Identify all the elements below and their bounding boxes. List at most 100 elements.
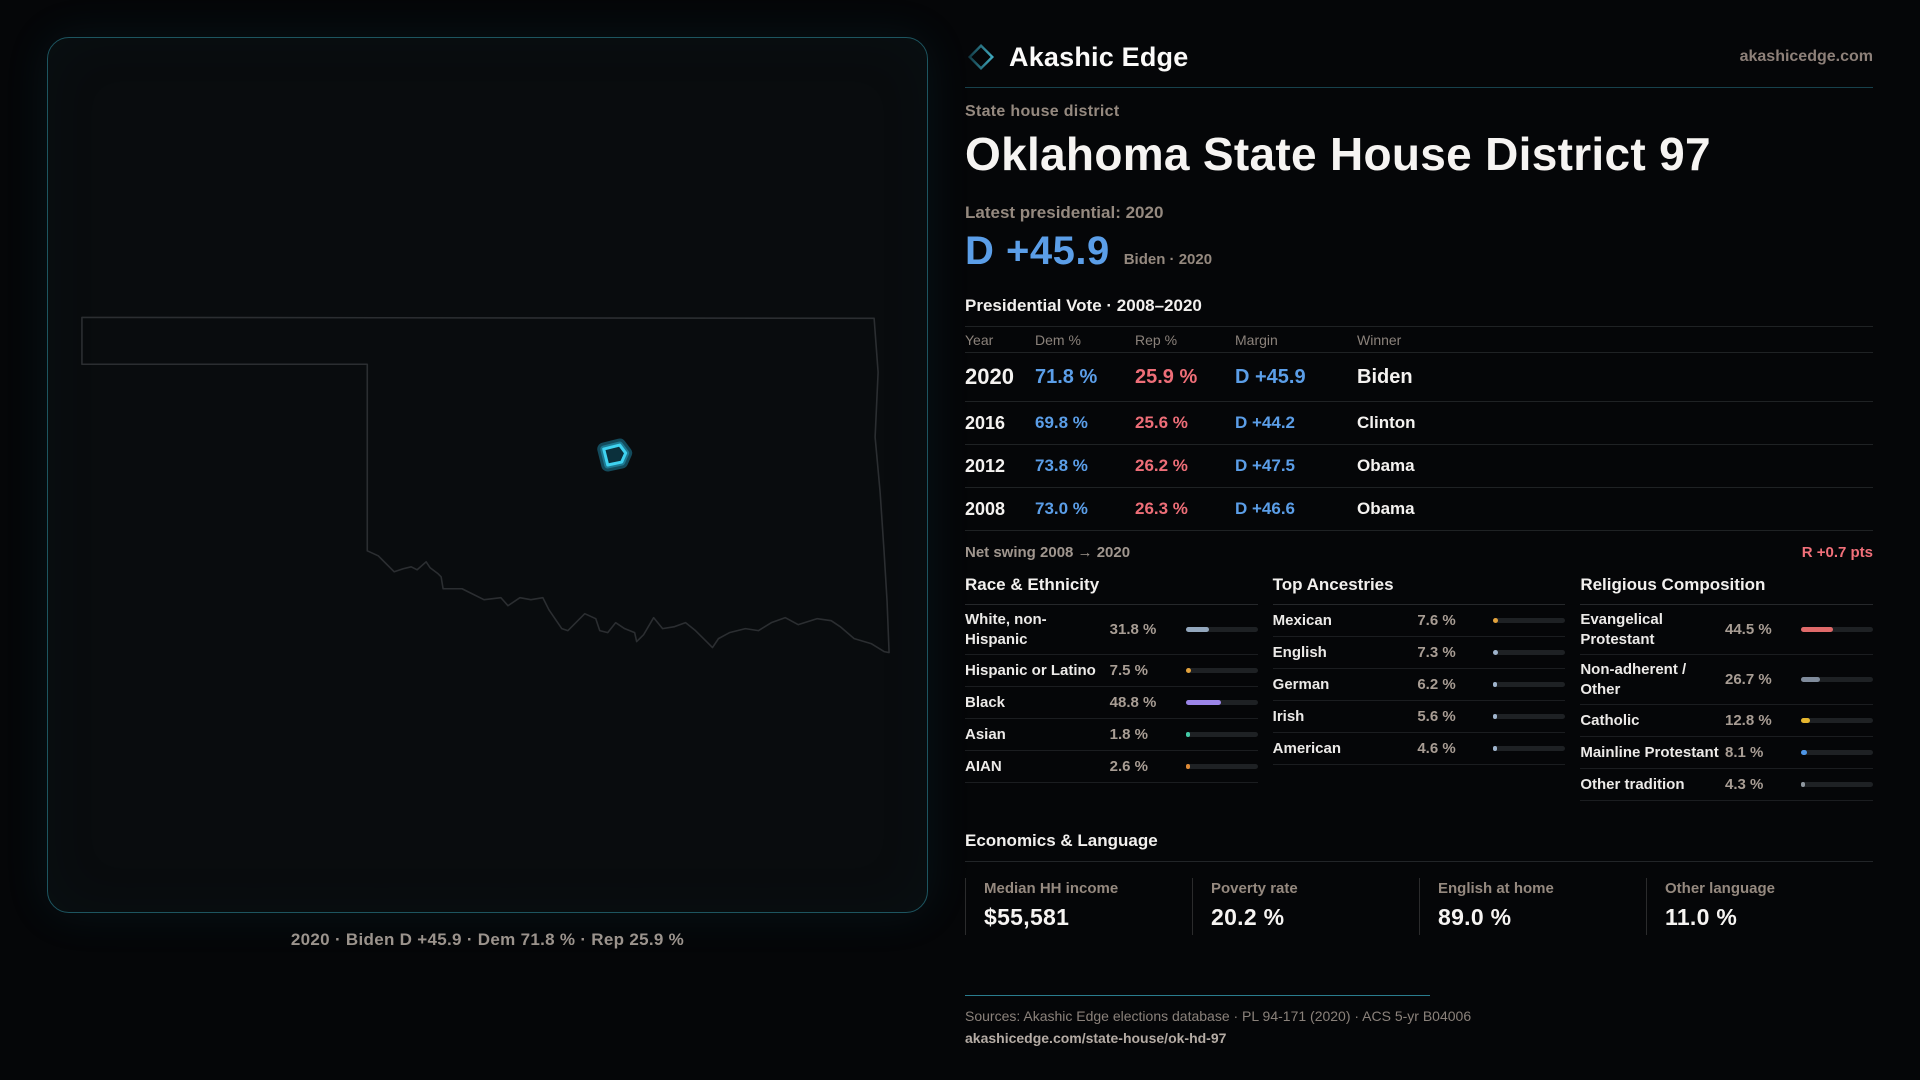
cell-margin: D +46.6	[1235, 499, 1296, 518]
demographics-column-title: Top Ancestries	[1272, 575, 1566, 605]
cell-winner: Clinton	[1357, 413, 1416, 432]
demographics-row-label: Asian	[965, 725, 1006, 743]
brand-domain-link[interactable]: akashicedge.com	[1739, 48, 1873, 65]
demographics-row: American 4.6 %	[1272, 733, 1566, 765]
demographics-row-label: Mexican	[1272, 611, 1332, 629]
demographics-row-value: 31.8 %	[1109, 621, 1157, 638]
brand-row: Akashic Edge akashicedge.com	[965, 37, 1873, 77]
bar-track	[1185, 764, 1258, 769]
demographics-row: Mainline Protestant 8.1 %	[1580, 737, 1873, 769]
cell-margin: D +47.5	[1235, 456, 1296, 475]
page-title: Oklahoma State House District 97	[965, 128, 1711, 180]
demographics-column-title: Religious Composition	[1580, 575, 1873, 605]
demographics-row: English 7.3 %	[1272, 637, 1566, 669]
demographics-row-value: 7.3 %	[1417, 644, 1456, 661]
demographics-row-value: 2.6 %	[1109, 758, 1149, 775]
demographics-column: Top Ancestries Mexican 7.6 % English 7.3 % Ge…	[1272, 575, 1566, 801]
cell-dem-share: 73.0 %	[1035, 499, 1088, 518]
economics-stat: Other language 11.0 %	[1646, 878, 1873, 935]
bar-fill	[1185, 700, 1221, 705]
economics-stat-label: Poverty rate	[1211, 880, 1298, 897]
demographics-grid: Race & Ethnicity White, non-Hispanic 31.8 …	[965, 575, 1873, 801]
economics-stat: Median HH income $55,581	[965, 878, 1192, 935]
headline-margin-sub: Biden · 2020	[1123, 251, 1213, 268]
column-header: Margin	[1235, 331, 1278, 348]
header-divider	[965, 87, 1873, 88]
map-section: 2020 · Biden D +45.9 · Dem 71.8 % · Rep …	[47, 37, 928, 950]
demographics-row-value: 7.5 %	[1109, 662, 1149, 679]
bar-track	[1800, 718, 1873, 723]
bar-fill	[1800, 627, 1833, 632]
footer: Sources: Akashic Edge elections database…	[965, 995, 1873, 1048]
cell-winner: Biden	[1357, 365, 1413, 388]
cell-rep-share: 26.2 %	[1135, 456, 1188, 475]
demographics-row-label: Black	[965, 693, 1006, 711]
demographics-row-value: 4.6 %	[1417, 740, 1456, 757]
vote-table-row: 2016 69.8 % 25.6 % D +44.2 Clinton	[965, 402, 1873, 445]
bar-track	[1185, 700, 1258, 705]
demographics-row-value: 12.8 %	[1724, 712, 1772, 729]
district-map-panel	[47, 37, 928, 913]
cell-dem-share: 71.8 %	[1035, 365, 1098, 388]
demographics-row: Evangelical Protestant 44.5 %	[1580, 605, 1873, 655]
cell-winner: Obama	[1357, 456, 1415, 475]
vote-table-title: Presidential Vote · 2008–2020	[965, 296, 1202, 315]
cell-margin: D +45.9	[1235, 365, 1306, 388]
oklahoma-outline	[81, 316, 890, 654]
bar-track	[1493, 650, 1566, 655]
demographics-row: Non-adherent / Other 26.7 %	[1580, 655, 1873, 705]
cell-rep-share: 25.6 %	[1135, 413, 1188, 432]
column-header: Dem %	[1035, 331, 1081, 348]
bar-fill	[1185, 732, 1190, 737]
economics-stat-label: Other language	[1665, 880, 1776, 897]
demographics-row: Hispanic or Latino 7.5 %	[965, 655, 1258, 687]
demographics-row-label: AIAN	[965, 757, 1002, 775]
economics-stat-label: English at home	[1438, 880, 1554, 897]
footer-sources: Sources: Akashic Edge elections database…	[965, 1008, 1472, 1024]
cell-dem-share: 73.8 %	[1035, 456, 1088, 475]
economics-title: Economics & Language	[965, 831, 1158, 850]
demographics-row-label: Non-adherent / Other	[1580, 661, 1687, 698]
economics-stat: English at home 89.0 %	[1419, 878, 1646, 935]
bar-track	[1800, 677, 1873, 682]
cell-year: 2008	[965, 498, 1006, 519]
demographics-row-label: English	[1272, 643, 1327, 661]
vote-table-row: 2008 73.0 % 26.3 % D +46.6 Obama	[965, 488, 1873, 531]
economics-stat-value: $55,581	[984, 904, 1070, 930]
economics-stat-value: 11.0 %	[1665, 904, 1738, 930]
eyebrow-label: State house district	[965, 103, 1120, 120]
cell-margin: D +44.2	[1235, 413, 1296, 432]
bar-track	[1493, 714, 1566, 719]
bar-track	[1185, 732, 1258, 737]
footer-divider	[965, 995, 1430, 996]
content-panel: Akashic Edge akashicedge.com State house…	[965, 37, 1873, 1080]
bar-fill	[1185, 764, 1190, 769]
demographics-row-value: 6.2 %	[1417, 676, 1456, 693]
bar-track	[1800, 782, 1873, 787]
bar-track	[1800, 627, 1873, 632]
demographics-row-label: White, non-Hispanic	[965, 611, 1047, 648]
bar-track	[1493, 746, 1566, 751]
bar-track	[1493, 618, 1566, 623]
bar-fill	[1493, 714, 1498, 719]
bar-fill	[1800, 750, 1807, 755]
district-97-marker[interactable]	[597, 438, 633, 472]
demographics-row-value: 26.7 %	[1724, 671, 1772, 688]
footer-permalink-link[interactable]: akashicedge.com/state-house/ok-hd-97	[965, 1030, 1227, 1046]
economics-stats-row: Median HH income $55,581 Poverty rate 20.2 …	[965, 878, 1873, 935]
vote-table-row: 2020 71.8 % 25.9 % D +45.9 Biden	[965, 353, 1873, 402]
bar-fill	[1185, 668, 1191, 673]
demographics-row-value: 44.5 %	[1724, 621, 1772, 638]
bar-fill	[1493, 650, 1499, 655]
demographics-column: Race & Ethnicity White, non-Hispanic 31.8 …	[965, 575, 1258, 801]
demographics-row-value: 48.8 %	[1109, 694, 1157, 711]
brand-name: Akashic Edge	[1009, 41, 1189, 72]
economics-divider	[965, 861, 1873, 862]
demographics-row: White, non-Hispanic 31.8 %	[965, 605, 1258, 655]
demographics-row: Mexican 7.6 %	[1272, 605, 1566, 637]
diamond-logo-icon	[967, 43, 995, 71]
economics-stat-label: Median HH income	[984, 880, 1119, 897]
demographics-row: Black 48.8 %	[965, 687, 1258, 719]
demographics-row-label: Other tradition	[1580, 775, 1685, 793]
